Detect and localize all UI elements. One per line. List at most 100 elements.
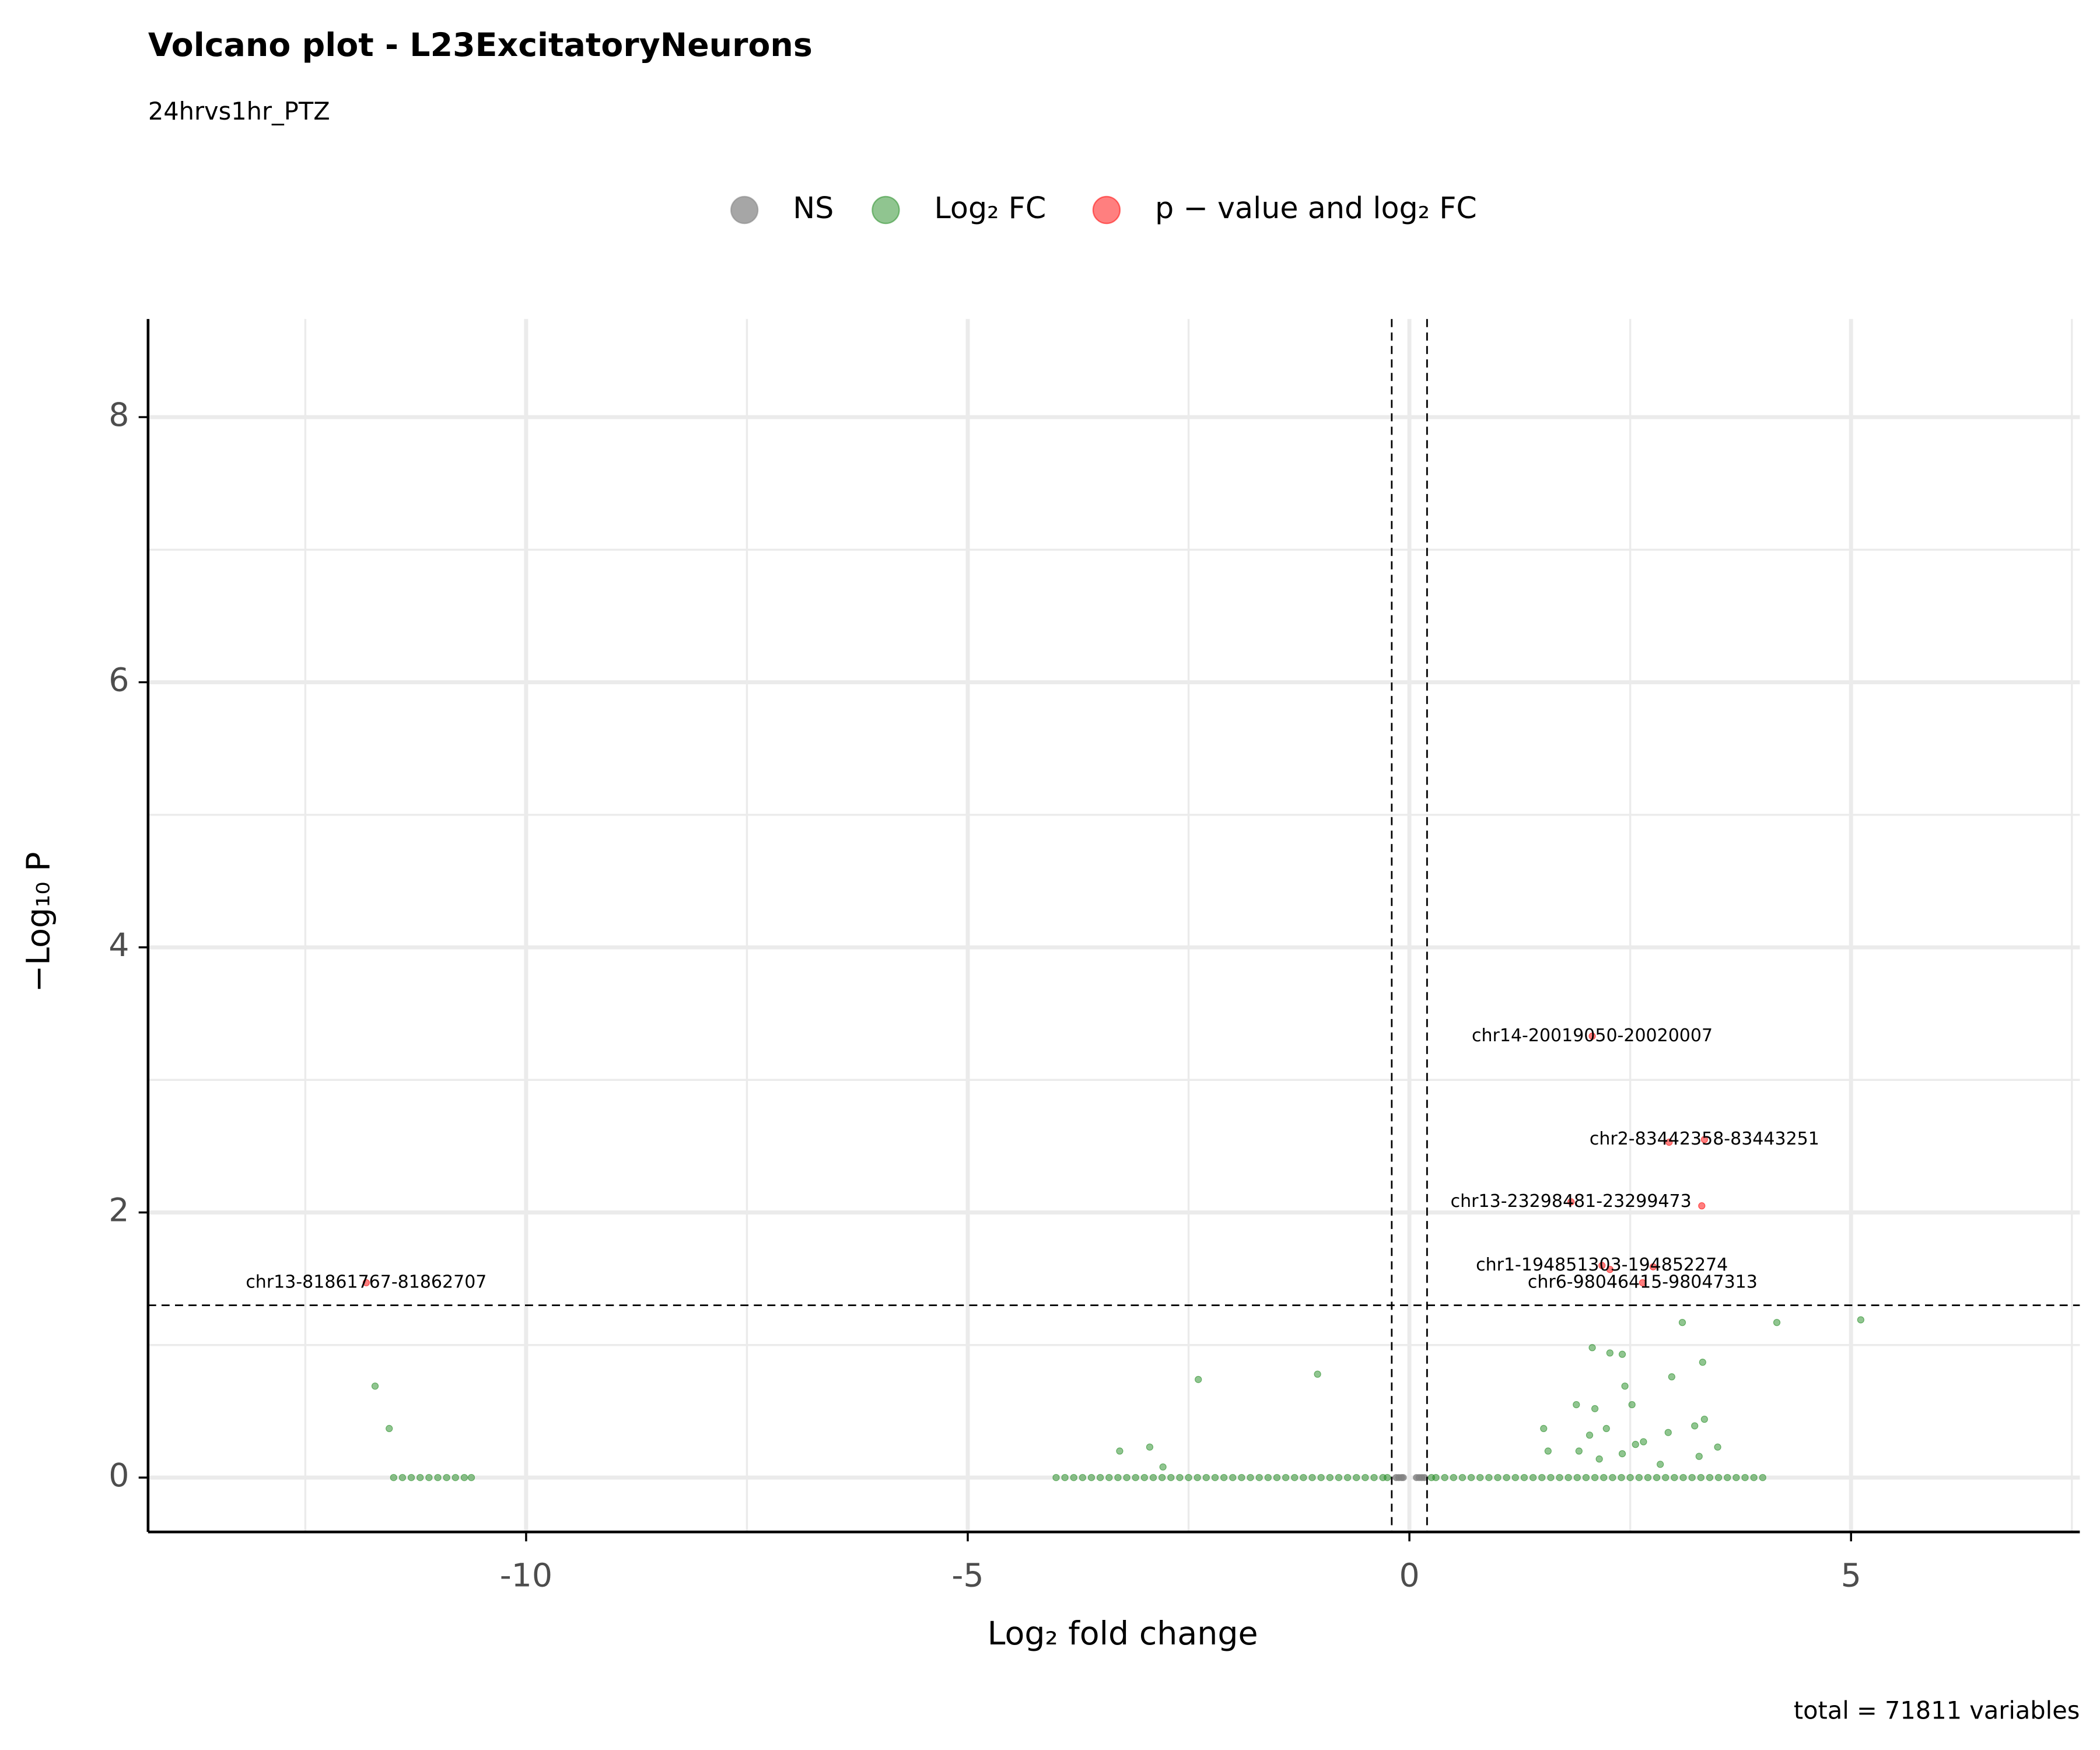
point — [1202, 1474, 1210, 1482]
point — [1544, 1447, 1552, 1455]
point-label: chr14-20019050-20020007 — [1472, 1026, 1713, 1046]
point — [1540, 1424, 1548, 1433]
point — [1628, 1401, 1636, 1409]
point — [1070, 1474, 1077, 1482]
point — [1671, 1474, 1678, 1482]
point — [398, 1474, 407, 1482]
point — [1105, 1474, 1113, 1482]
point — [1149, 1474, 1157, 1482]
point — [1602, 1424, 1610, 1433]
point — [1432, 1474, 1440, 1482]
point — [1695, 1452, 1703, 1460]
point — [1255, 1474, 1263, 1482]
point — [1653, 1474, 1661, 1482]
point — [1176, 1474, 1184, 1482]
point — [1600, 1474, 1608, 1482]
point — [407, 1474, 415, 1482]
x-axis-title: Log₂ fold change — [988, 1615, 1258, 1653]
point — [1238, 1474, 1245, 1482]
point — [1146, 1443, 1154, 1451]
point — [1114, 1474, 1122, 1482]
point — [1353, 1474, 1360, 1482]
point — [1644, 1474, 1652, 1482]
point — [1699, 1359, 1706, 1366]
point — [1300, 1474, 1307, 1482]
point — [1639, 1279, 1646, 1287]
point — [1052, 1474, 1060, 1482]
point — [1635, 1474, 1643, 1482]
legend-marker — [730, 195, 759, 225]
point — [1344, 1474, 1352, 1482]
point — [1485, 1474, 1493, 1482]
point — [1632, 1441, 1639, 1448]
y-tick-label: 0 — [108, 1457, 129, 1494]
y-tick-label: 8 — [108, 397, 129, 434]
point — [1326, 1474, 1334, 1482]
point — [1335, 1474, 1343, 1482]
point — [1273, 1474, 1281, 1482]
point — [386, 1424, 393, 1433]
point — [1282, 1474, 1290, 1482]
chart-title: Volcano plot - L23ExcitatoryNeurons — [148, 27, 813, 64]
point — [1132, 1474, 1139, 1482]
point — [1688, 1474, 1696, 1482]
point — [434, 1474, 442, 1482]
point — [1291, 1474, 1298, 1482]
point — [1732, 1474, 1740, 1482]
point — [1606, 1266, 1614, 1273]
point — [1665, 1138, 1673, 1146]
point — [1573, 1401, 1580, 1409]
y-tick-label: 4 — [108, 927, 129, 964]
point — [443, 1474, 450, 1482]
point — [1691, 1422, 1699, 1430]
point — [1229, 1474, 1237, 1482]
point — [1476, 1474, 1484, 1482]
x-tick-label: -10 — [500, 1558, 552, 1595]
point — [1588, 1344, 1596, 1352]
point — [1588, 1032, 1596, 1040]
point — [1399, 1474, 1407, 1482]
point — [1586, 1432, 1594, 1439]
point — [1087, 1474, 1096, 1482]
point — [1384, 1474, 1391, 1482]
y-tick-label: 2 — [108, 1192, 129, 1230]
point — [1458, 1474, 1466, 1482]
point — [1714, 1443, 1721, 1451]
point — [1706, 1474, 1714, 1482]
point — [1595, 1455, 1603, 1463]
point — [467, 1474, 475, 1482]
point — [1167, 1474, 1175, 1482]
point — [1123, 1474, 1130, 1482]
point — [460, 1474, 468, 1482]
point-label: chr2-83442358-83443251 — [1590, 1129, 1819, 1149]
point — [1724, 1474, 1731, 1482]
point — [1140, 1474, 1148, 1482]
point — [1773, 1319, 1781, 1326]
point — [1503, 1474, 1510, 1482]
point — [362, 1279, 370, 1287]
point — [390, 1474, 397, 1482]
point — [1538, 1474, 1546, 1482]
legend-label: Log₂ FC — [935, 191, 1046, 225]
x-tick-label: 0 — [1399, 1558, 1419, 1595]
point — [1700, 1136, 1708, 1143]
point — [1857, 1316, 1864, 1324]
legend-label: NS — [793, 191, 834, 225]
point — [1698, 1202, 1706, 1210]
point — [1664, 1429, 1672, 1436]
legend-marker — [1092, 195, 1121, 225]
point — [1556, 1474, 1563, 1482]
y-tick-label: 6 — [108, 662, 129, 699]
point — [1116, 1447, 1124, 1455]
point — [1467, 1474, 1475, 1482]
point-label: chr6-98046415-98047313 — [1528, 1272, 1758, 1292]
point — [1649, 1263, 1657, 1270]
point — [1741, 1474, 1749, 1482]
point — [1441, 1474, 1448, 1482]
point — [1575, 1447, 1583, 1455]
point — [1640, 1438, 1647, 1446]
point — [425, 1474, 433, 1482]
point — [1759, 1474, 1766, 1482]
point — [1247, 1474, 1254, 1482]
y-axis-title: −Log₁₀ P — [20, 852, 57, 992]
